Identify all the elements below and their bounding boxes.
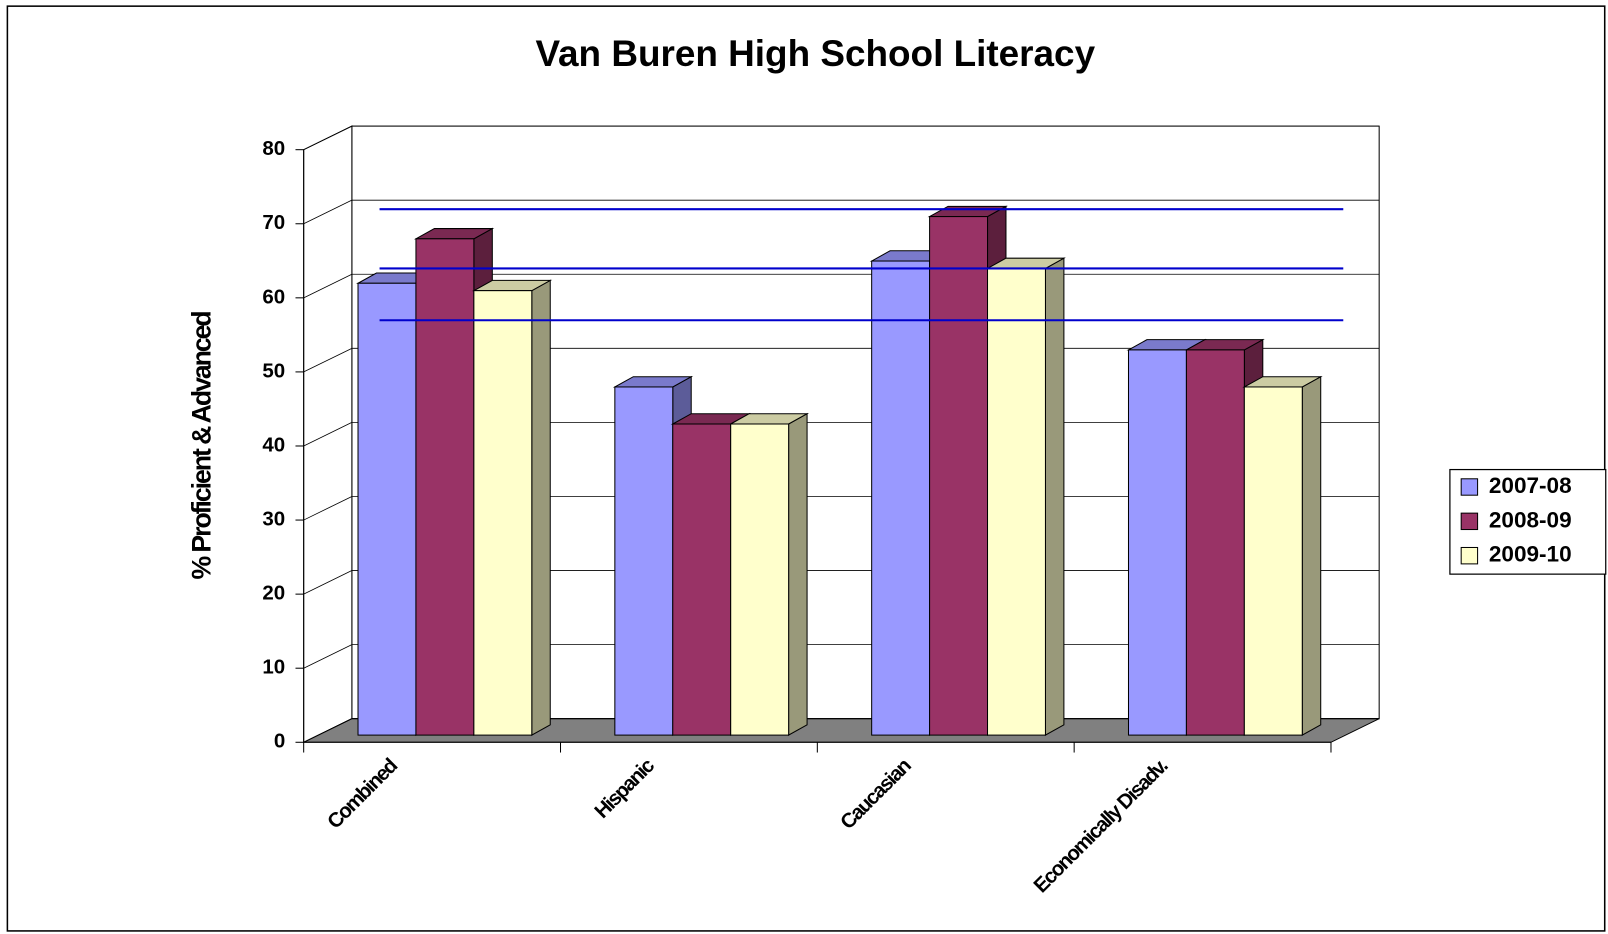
legend-swatch (1460, 478, 1479, 496)
bar (730, 423, 790, 736)
bar-side (788, 412, 808, 736)
bar (672, 423, 732, 736)
grid-line (303, 570, 353, 595)
bar (1185, 349, 1245, 736)
y-tick-label: 60 (262, 285, 285, 308)
y-tick-label: 70 (262, 211, 285, 234)
bar (1127, 349, 1187, 736)
legend-label: 2009-10 (1489, 542, 1572, 567)
bar-side (1044, 257, 1065, 736)
y-tick-label: 40 (262, 433, 285, 456)
y-tick-label: 20 (262, 582, 285, 605)
bar (987, 267, 1046, 736)
grid-line (303, 644, 353, 669)
bar-side (1301, 375, 1322, 736)
grid-line (303, 496, 353, 521)
chart-title: Van Buren High School Literacy (535, 33, 1095, 74)
legend-label: 2008-09 (1489, 507, 1572, 532)
bar (1243, 386, 1303, 736)
bar (614, 386, 674, 736)
grid-line (303, 273, 353, 299)
bar-side (531, 279, 551, 736)
y-tick-label: 30 (262, 507, 285, 530)
legend-swatch (1460, 546, 1479, 565)
y-tick-label: 0 (274, 730, 285, 753)
y-tick-label: 80 (262, 137, 285, 160)
y-tick-label: 50 (262, 359, 285, 382)
grid-line (303, 422, 353, 447)
grid-line (303, 125, 353, 151)
y-axis-label: % Proficient & Advanced (186, 312, 216, 580)
legend-swatch (1460, 512, 1479, 531)
bar (871, 260, 931, 736)
bar (357, 282, 417, 736)
y-tick-label: 10 (262, 656, 285, 679)
grid-line (303, 347, 353, 373)
bar (473, 290, 533, 736)
grid-line (303, 718, 353, 743)
bar (929, 216, 989, 736)
bar (415, 238, 475, 736)
grid-line (303, 199, 353, 225)
legend-label: 2007-08 (1489, 473, 1572, 498)
